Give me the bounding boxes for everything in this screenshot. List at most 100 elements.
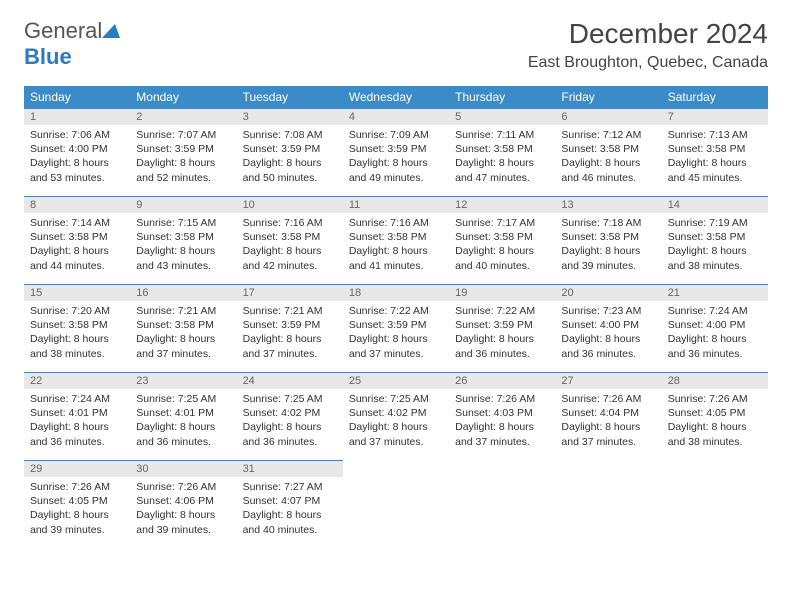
calendar-cell: 14Sunrise: 7:19 AMSunset: 3:58 PMDayligh… xyxy=(662,197,768,285)
day-body: Sunrise: 7:14 AMSunset: 3:58 PMDaylight:… xyxy=(24,213,130,277)
column-header: Tuesday xyxy=(237,86,343,109)
calendar-cell: 20Sunrise: 7:23 AMSunset: 4:00 PMDayligh… xyxy=(555,285,661,373)
day-number: 6 xyxy=(555,109,661,125)
day-body: Sunrise: 7:25 AMSunset: 4:02 PMDaylight:… xyxy=(237,389,343,453)
calendar-row: 22Sunrise: 7:24 AMSunset: 4:01 PMDayligh… xyxy=(24,373,768,461)
calendar-cell: 19Sunrise: 7:22 AMSunset: 3:59 PMDayligh… xyxy=(449,285,555,373)
day-body: Sunrise: 7:26 AMSunset: 4:03 PMDaylight:… xyxy=(449,389,555,453)
title-block: December 2024 East Broughton, Quebec, Ca… xyxy=(528,18,768,72)
column-header: Saturday xyxy=(662,86,768,109)
day-body: Sunrise: 7:17 AMSunset: 3:58 PMDaylight:… xyxy=(449,213,555,277)
day-number: 13 xyxy=(555,197,661,213)
logo-text: General Blue xyxy=(24,18,120,70)
calendar-cell: 16Sunrise: 7:21 AMSunset: 3:58 PMDayligh… xyxy=(130,285,236,373)
page-title: December 2024 xyxy=(528,18,768,50)
calendar-cell: 25Sunrise: 7:25 AMSunset: 4:02 PMDayligh… xyxy=(343,373,449,461)
calendar-cell: 9Sunrise: 7:15 AMSunset: 3:58 PMDaylight… xyxy=(130,197,236,285)
column-header: Friday xyxy=(555,86,661,109)
day-number: 16 xyxy=(130,285,236,301)
day-body: Sunrise: 7:25 AMSunset: 4:01 PMDaylight:… xyxy=(130,389,236,453)
logo-triangle-icon xyxy=(102,18,120,44)
calendar-row: 15Sunrise: 7:20 AMSunset: 3:58 PMDayligh… xyxy=(24,285,768,373)
day-number: 15 xyxy=(24,285,130,301)
calendar-cell: 10Sunrise: 7:16 AMSunset: 3:58 PMDayligh… xyxy=(237,197,343,285)
day-number: 19 xyxy=(449,285,555,301)
calendar-cell: 30Sunrise: 7:26 AMSunset: 4:06 PMDayligh… xyxy=(130,461,236,549)
day-body: Sunrise: 7:24 AMSunset: 4:00 PMDaylight:… xyxy=(662,301,768,365)
column-header: Thursday xyxy=(449,86,555,109)
day-body: Sunrise: 7:27 AMSunset: 4:07 PMDaylight:… xyxy=(237,477,343,541)
column-header: Wednesday xyxy=(343,86,449,109)
day-body: Sunrise: 7:11 AMSunset: 3:58 PMDaylight:… xyxy=(449,125,555,189)
day-body: Sunrise: 7:16 AMSunset: 3:58 PMDaylight:… xyxy=(237,213,343,277)
day-body: Sunrise: 7:22 AMSunset: 3:59 PMDaylight:… xyxy=(449,301,555,365)
day-body: Sunrise: 7:21 AMSunset: 3:59 PMDaylight:… xyxy=(237,301,343,365)
logo: General Blue xyxy=(24,18,120,70)
day-number: 24 xyxy=(237,373,343,389)
calendar-cell: 7Sunrise: 7:13 AMSunset: 3:58 PMDaylight… xyxy=(662,109,768,197)
day-number: 31 xyxy=(237,461,343,477)
day-number: 11 xyxy=(343,197,449,213)
calendar-cell: 21Sunrise: 7:24 AMSunset: 4:00 PMDayligh… xyxy=(662,285,768,373)
calendar-row: 8Sunrise: 7:14 AMSunset: 3:58 PMDaylight… xyxy=(24,197,768,285)
day-number: 27 xyxy=(555,373,661,389)
day-number: 28 xyxy=(662,373,768,389)
day-body: Sunrise: 7:21 AMSunset: 3:58 PMDaylight:… xyxy=(130,301,236,365)
day-number: 18 xyxy=(343,285,449,301)
header: General Blue December 2024 East Broughto… xyxy=(24,18,768,72)
day-number: 17 xyxy=(237,285,343,301)
day-number: 26 xyxy=(449,373,555,389)
calendar-cell xyxy=(555,461,661,549)
day-number: 30 xyxy=(130,461,236,477)
calendar-cell: 3Sunrise: 7:08 AMSunset: 3:59 PMDaylight… xyxy=(237,109,343,197)
calendar-table: SundayMondayTuesdayWednesdayThursdayFrid… xyxy=(24,86,768,549)
day-body: Sunrise: 7:12 AMSunset: 3:58 PMDaylight:… xyxy=(555,125,661,189)
calendar-cell: 2Sunrise: 7:07 AMSunset: 3:59 PMDaylight… xyxy=(130,109,236,197)
day-body: Sunrise: 7:07 AMSunset: 3:59 PMDaylight:… xyxy=(130,125,236,189)
calendar-body: 1Sunrise: 7:06 AMSunset: 4:00 PMDaylight… xyxy=(24,109,768,549)
logo-word2: Blue xyxy=(24,44,72,69)
calendar-cell: 18Sunrise: 7:22 AMSunset: 3:59 PMDayligh… xyxy=(343,285,449,373)
calendar-cell: 1Sunrise: 7:06 AMSunset: 4:00 PMDaylight… xyxy=(24,109,130,197)
calendar-row: 29Sunrise: 7:26 AMSunset: 4:05 PMDayligh… xyxy=(24,461,768,549)
column-header: Sunday xyxy=(24,86,130,109)
day-number: 3 xyxy=(237,109,343,125)
day-number: 21 xyxy=(662,285,768,301)
day-body: Sunrise: 7:26 AMSunset: 4:05 PMDaylight:… xyxy=(662,389,768,453)
day-body: Sunrise: 7:08 AMSunset: 3:59 PMDaylight:… xyxy=(237,125,343,189)
logo-word1: General xyxy=(24,18,102,43)
day-number: 12 xyxy=(449,197,555,213)
calendar-cell: 5Sunrise: 7:11 AMSunset: 3:58 PMDaylight… xyxy=(449,109,555,197)
day-body: Sunrise: 7:06 AMSunset: 4:00 PMDaylight:… xyxy=(24,125,130,189)
calendar-row: 1Sunrise: 7:06 AMSunset: 4:00 PMDaylight… xyxy=(24,109,768,197)
calendar-cell xyxy=(343,461,449,549)
day-body: Sunrise: 7:25 AMSunset: 4:02 PMDaylight:… xyxy=(343,389,449,453)
day-body: Sunrise: 7:22 AMSunset: 3:59 PMDaylight:… xyxy=(343,301,449,365)
column-header: Monday xyxy=(130,86,236,109)
calendar-head: SundayMondayTuesdayWednesdayThursdayFrid… xyxy=(24,86,768,109)
calendar-cell: 12Sunrise: 7:17 AMSunset: 3:58 PMDayligh… xyxy=(449,197,555,285)
day-body: Sunrise: 7:18 AMSunset: 3:58 PMDaylight:… xyxy=(555,213,661,277)
day-number: 20 xyxy=(555,285,661,301)
day-number: 14 xyxy=(662,197,768,213)
calendar-cell: 8Sunrise: 7:14 AMSunset: 3:58 PMDaylight… xyxy=(24,197,130,285)
calendar-cell: 24Sunrise: 7:25 AMSunset: 4:02 PMDayligh… xyxy=(237,373,343,461)
calendar-cell: 15Sunrise: 7:20 AMSunset: 3:58 PMDayligh… xyxy=(24,285,130,373)
calendar-cell: 17Sunrise: 7:21 AMSunset: 3:59 PMDayligh… xyxy=(237,285,343,373)
calendar-cell xyxy=(662,461,768,549)
calendar-cell: 31Sunrise: 7:27 AMSunset: 4:07 PMDayligh… xyxy=(237,461,343,549)
day-number: 2 xyxy=(130,109,236,125)
day-number: 9 xyxy=(130,197,236,213)
day-number: 10 xyxy=(237,197,343,213)
day-body: Sunrise: 7:20 AMSunset: 3:58 PMDaylight:… xyxy=(24,301,130,365)
day-number: 7 xyxy=(662,109,768,125)
calendar-cell: 27Sunrise: 7:26 AMSunset: 4:04 PMDayligh… xyxy=(555,373,661,461)
day-number: 1 xyxy=(24,109,130,125)
day-body: Sunrise: 7:09 AMSunset: 3:59 PMDaylight:… xyxy=(343,125,449,189)
calendar-cell: 13Sunrise: 7:18 AMSunset: 3:58 PMDayligh… xyxy=(555,197,661,285)
day-body: Sunrise: 7:24 AMSunset: 4:01 PMDaylight:… xyxy=(24,389,130,453)
calendar-cell: 29Sunrise: 7:26 AMSunset: 4:05 PMDayligh… xyxy=(24,461,130,549)
day-body: Sunrise: 7:26 AMSunset: 4:06 PMDaylight:… xyxy=(130,477,236,541)
day-body: Sunrise: 7:13 AMSunset: 3:58 PMDaylight:… xyxy=(662,125,768,189)
day-body: Sunrise: 7:23 AMSunset: 4:00 PMDaylight:… xyxy=(555,301,661,365)
